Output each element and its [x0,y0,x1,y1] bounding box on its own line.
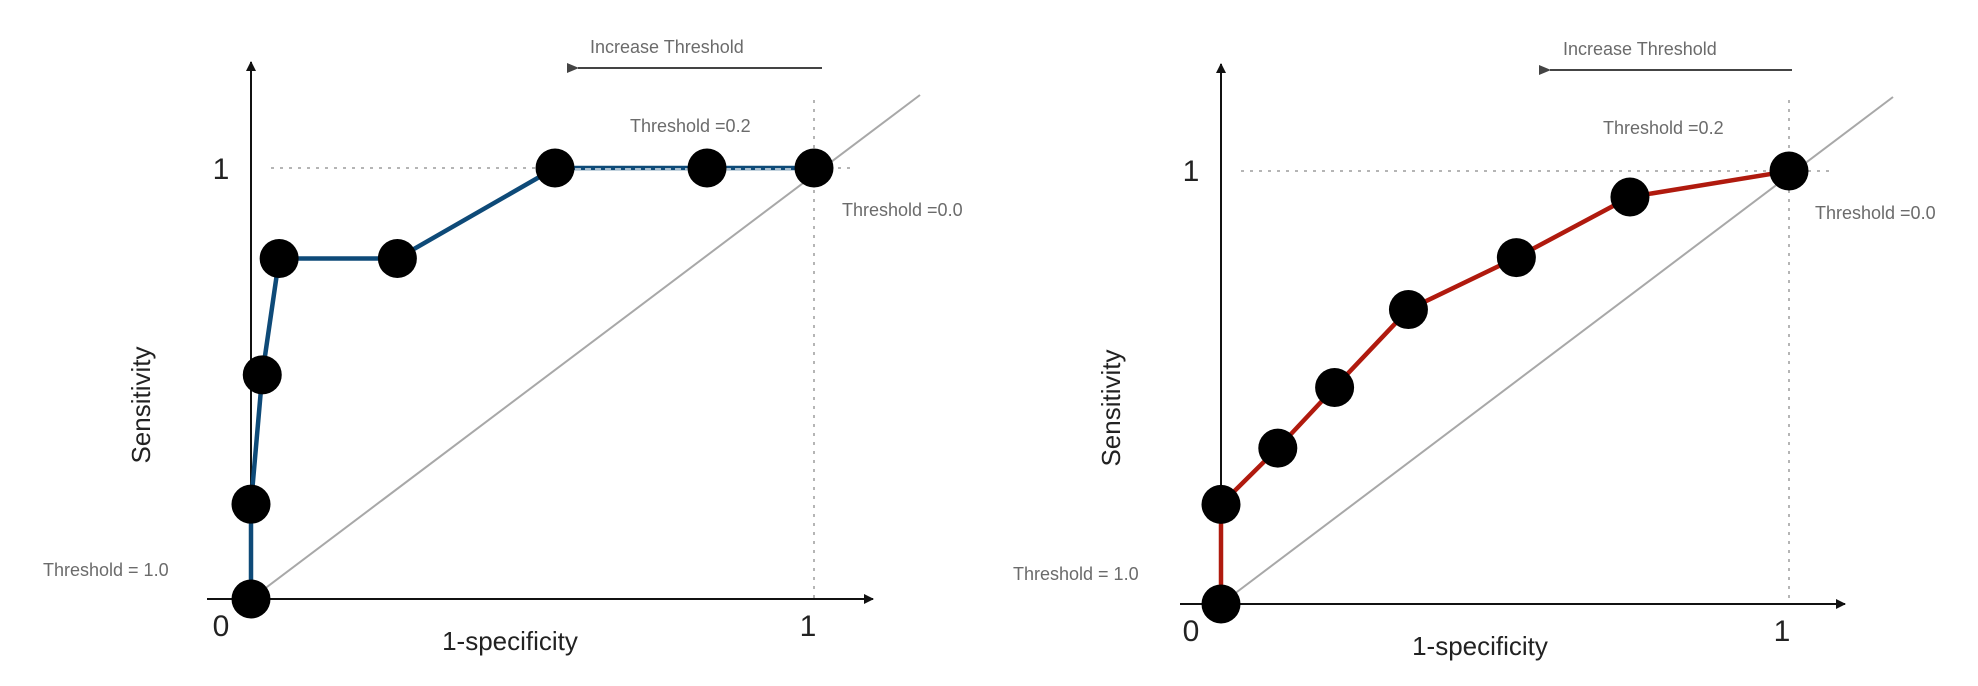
roc-point [1610,177,1650,217]
x-tick-label-1: 1 [800,610,817,643]
roc-point [259,239,299,279]
roc-point [231,484,271,524]
roc-point [231,579,271,619]
y-axis-label: Sensitivity [1096,349,1126,466]
roc-point [1201,484,1241,524]
chart-panel-2: 0 1 1 1-specificity Sensitivity Increase Thre… [1013,39,1936,661]
y-axis-label: Sensitivity [126,346,156,463]
roc-point [1496,238,1536,278]
threshold-high-label: Threshold =0.0 [842,200,963,220]
roc-point [1769,151,1809,191]
x-tick-label-0: 0 [213,610,230,643]
roc-point [1388,290,1428,330]
y-tick-label-1: 1 [213,153,230,186]
roc-point [794,148,834,188]
roc-point [687,148,727,188]
x-tick-label-1: 1 [1774,615,1791,648]
increase-threshold-label: Increase Threshold [590,37,744,57]
roc-point [1315,368,1355,407]
x-axis-label: 1-specificity [1412,631,1548,661]
chart-panel-1: 0 1 1 1-specificity Sensitivity Increase Thre… [43,37,963,656]
roc-point [535,148,575,188]
roc-point [1201,584,1241,624]
threshold-high-label: Threshold =0.0 [1815,203,1936,223]
x-tick-label-0: 0 [1183,615,1200,648]
roc-point [242,355,282,395]
y-tick-label-1: 1 [1183,155,1200,188]
roc-curve-line [248,165,814,599]
threshold-low-label: Threshold = 1.0 [1013,564,1139,584]
threshold-mid-label: Threshold =0.2 [630,116,751,136]
increase-threshold-label: Increase Threshold [1563,39,1717,59]
roc-point [377,239,417,279]
x-axis-label: 1-specificity [442,626,578,656]
roc-point [1258,428,1298,468]
threshold-low-label: Threshold = 1.0 [43,560,169,580]
threshold-mid-label: Threshold =0.2 [1603,118,1724,138]
